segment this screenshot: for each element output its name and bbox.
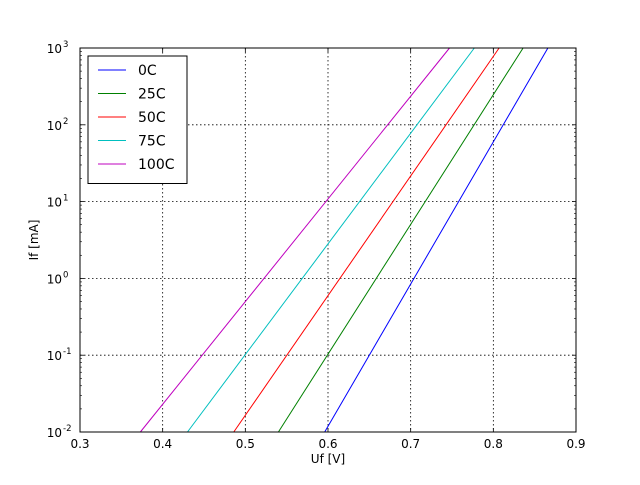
y-tick-base: 10 [47,349,62,363]
series-lines [139,47,549,433]
y-tick-label: 10 -2 [47,424,72,440]
x-tick-label: 0.6 [318,437,337,451]
y-tick-label: 10 0 [47,270,69,286]
y-tick-label: 10 1 [47,194,69,210]
series-line-0c [324,47,549,433]
y-tick-label: 10 2 [47,117,69,133]
legend-label-0c: 0C [138,63,157,79]
x-tick-label: 0.4 [153,437,172,451]
y-tick-exponent: 1 [63,194,68,204]
y-tick-exponent: 2 [63,117,68,127]
legend-label-25c: 25C [138,87,166,103]
y-tick-exponent: 0 [63,270,68,280]
y-tick-label: 10 3 [47,40,69,56]
y-tick-base: 10 [47,272,62,286]
y-tick-exponent: -2 [63,424,71,434]
y-tick-base: 10 [47,426,62,440]
x-tick-label: 0.3 [70,437,89,451]
legend-label-75c: 75C [138,134,166,150]
series-line-25c [277,47,524,433]
x-tick-label: 0.7 [401,437,420,451]
x-tick-label: 0.9 [566,437,585,451]
y-tick-exponent: 3 [63,40,68,50]
y-tick-base: 10 [47,196,62,210]
x-tick-label: 0.8 [484,437,503,451]
grid [80,48,576,432]
y-tick-exponent: -1 [63,347,71,357]
x-axis-label: Uf [V] [311,452,345,466]
x-tick-label: 0.5 [236,437,255,451]
y-tick-label: 10 -1 [47,347,72,363]
legend: 0C 25C 50C 75C 100C [87,55,188,184]
series-line-50c [233,47,500,433]
y-axis-label: If [mA] [27,220,41,261]
series-line-100c [139,47,450,433]
y-tick-base: 10 [47,119,62,133]
legend-label-50c: 50C [138,110,166,126]
y-tick-base: 10 [47,42,62,56]
series-line-75c [187,47,475,433]
legend-label-100c: 100C [138,157,175,173]
legend-box [87,55,188,184]
